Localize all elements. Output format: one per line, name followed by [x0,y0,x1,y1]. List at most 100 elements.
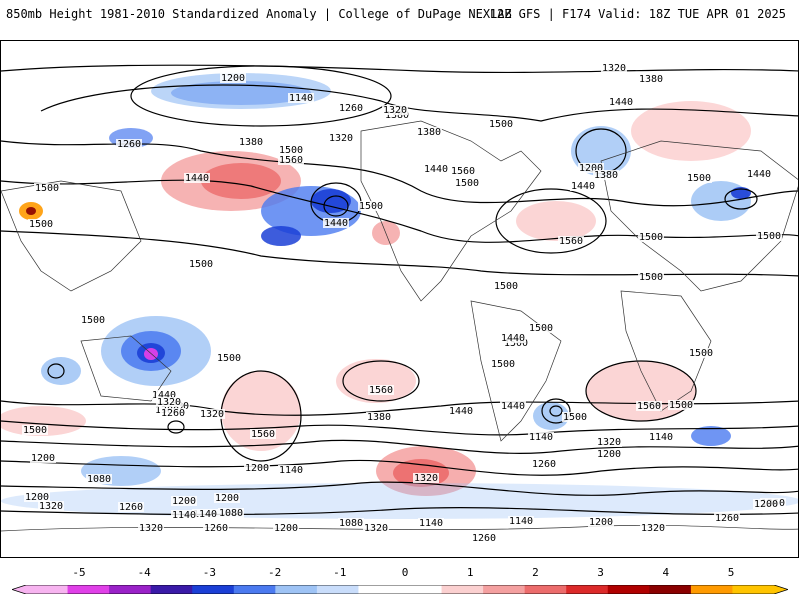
contour-label-bg [648,432,674,442]
contour-label: 1500 [279,145,303,156]
contour-label: 1320 [364,523,388,534]
colorbar-left-tip [12,585,26,594]
contour-label: 1500 [491,359,515,370]
contour-label: 1320 [200,409,224,420]
colorbar-segment [732,585,775,594]
contour-label-bg [418,518,444,528]
colorbar-segment [649,585,692,594]
contour-label: 1500 [455,178,479,189]
contour-label: 1200 [215,493,239,504]
contour-label: 1500 [81,315,105,326]
contour-label-bg [323,218,349,228]
contour-label: 1260 [161,408,185,419]
contour-label-bg [638,74,664,84]
contour-label: 1380 [639,74,663,85]
contour-label: 1500 [504,338,528,349]
contour-label: 1320 [139,523,163,534]
contour-label: 1380 [367,412,391,423]
contour-label-bg [28,219,54,229]
contour-label: 1500 [563,412,587,423]
height-contours [1,64,798,516]
contour-label: 1440 [747,169,771,180]
contour-label: 1500 [494,281,518,292]
contour-label-bg [214,493,240,503]
contour-label-bg [488,119,514,129]
contour-label: 1440 [609,97,633,108]
contour-label: 1080 [339,518,363,529]
contour-label: 1260 [472,533,496,544]
contour-label: 1440 [501,401,525,412]
contour-label: 1440 [449,406,473,417]
contour-label-bg [151,390,177,400]
contour-label: 1140 [509,516,533,527]
contour-label-bg [250,429,276,439]
contour-label: 1140 [289,93,313,104]
map-svg: 1200 1140 1260 1320 1380 1260 1380 1560 1500 1440… [1,63,798,544]
contour-label: 1200 [274,523,298,534]
contour-label: 1260 [339,103,363,114]
colorbar-bar [12,585,788,594]
colorbar-tick-label: -4 [137,566,151,579]
contour-label-bg [363,523,389,533]
map-panel: 1200 1140 1260 1320 1380 1260 1380 1560 1500 1440… [0,40,799,558]
contour-label: 1380 [594,170,618,181]
contour-label: 1080 [219,508,243,519]
contour-label-bg [454,178,480,188]
contour-label-bg [531,459,557,469]
contour-label-bg [601,63,627,73]
contour-label-bg [756,231,782,241]
colorbar-segment [67,585,110,594]
contour-label: 1200 [31,453,55,464]
contour-label-bg [218,508,244,518]
contour-label-bg [278,465,304,475]
contour-label-bg [118,502,144,512]
contour-label-bg [156,397,182,407]
contour-label: 1560 [251,429,275,440]
contour-label-bg [416,127,442,137]
contour-label: 1500 [757,231,781,242]
map-title: 850mb Height 1981-2010 Standardized Anom… [6,7,512,21]
contour-label: 1080 [87,474,111,485]
contour-label-bg [216,353,242,363]
contour-label-bg [184,173,210,183]
contour-label-bg [593,170,619,180]
contour-label-bg [24,492,50,502]
contour-label-bg [382,105,408,115]
contour-label: 1320 [602,63,626,74]
contour-label-bg [588,517,614,527]
colorbar-segment [358,585,401,594]
contour-label: 1260 [715,513,739,524]
contour-label-bg [558,236,584,246]
contour-labels: 1200 1140 1260 1320 1380 1260 1380 1560 1500 1440… [22,63,786,544]
contour-label-bg [22,425,48,435]
contour-label-bg [80,315,106,325]
contour-label-bg [500,401,526,411]
contour-label: 1500 [217,353,241,364]
contour-label: 1440 [424,164,448,175]
contour-label-bg [753,499,779,509]
contour-label-bg [490,359,516,369]
contour-label-bg [34,183,60,193]
contour-label: 1200 [221,73,245,84]
contour-label: 1320 [641,523,665,534]
contour-label: 1320 [414,473,438,484]
contour-label: 1440 [324,218,348,229]
contour-label-bg [238,137,264,147]
contour-label-bg [638,272,664,282]
contour-label: 1500 [359,201,383,212]
contour-label-bg [278,145,304,155]
header: 850mb Height 1981-2010 Standardized Anom… [0,0,800,28]
contour-label: 1500 [489,119,513,130]
contour-label-bg [188,259,214,269]
contour-label: 1380 [239,137,263,148]
contour-label: 1500 [23,425,47,436]
contour-label-bg [596,437,622,447]
contour-label-bg [640,523,666,533]
contour-label: 1500 [687,173,711,184]
contour-label-bg [160,408,186,418]
contour-label: 1440 [152,390,176,401]
contour-label: 1140 [529,432,553,443]
colorbar-segment [483,585,526,594]
model-run-info: 12Z GFS | F174 Valid: 18Z TUE APR 01 202… [489,7,786,21]
colorbar-segment [150,585,193,594]
